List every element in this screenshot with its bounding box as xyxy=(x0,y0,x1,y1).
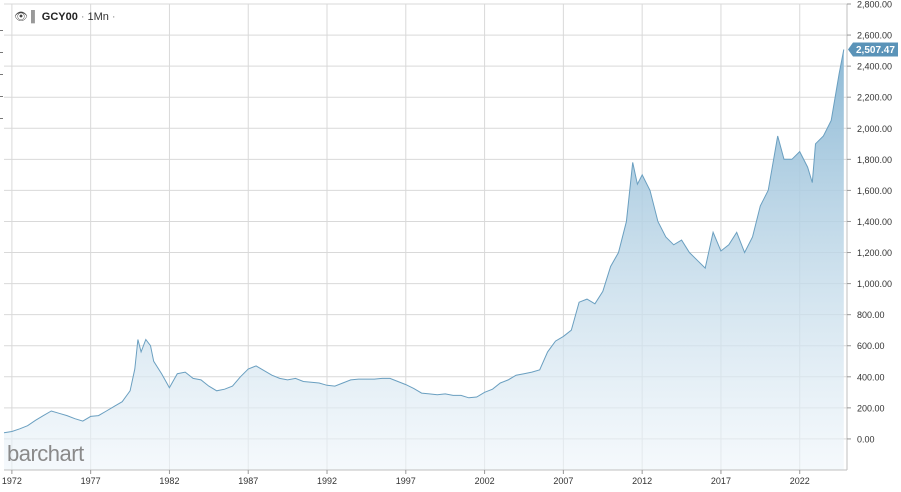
x-tick-label: 2017 xyxy=(711,476,731,486)
x-tick-label: 1977 xyxy=(81,476,101,486)
legend-period[interactable]: 1Mn xyxy=(87,10,109,23)
y-tick-label: 0.00 xyxy=(857,434,875,444)
y-tick-label: 1,600.00 xyxy=(857,186,892,196)
x-tick-label: 1982 xyxy=(159,476,179,486)
y-axis-ticks: 0.00 200.00 400.00 600.00 800.00 1,000.00 1,20… xyxy=(847,0,892,444)
eye-icon[interactable]: 👁 xyxy=(14,11,28,23)
y-tick-label: 400.00 xyxy=(857,372,885,382)
x-tick-label: 2022 xyxy=(790,476,810,486)
y-tick-label: 2,600.00 xyxy=(857,31,892,41)
barchart-logo: barchart xyxy=(7,441,84,466)
y-tick-label: 1,400.00 xyxy=(857,217,892,227)
x-tick-label: 2012 xyxy=(632,476,652,486)
y-tick-label: 1,800.00 xyxy=(857,155,892,165)
y-tick-label: 2,200.00 xyxy=(857,93,892,103)
price-line xyxy=(3,49,845,434)
x-tick-label: 1992 xyxy=(317,476,337,486)
x-tick-label: 2007 xyxy=(553,476,573,486)
legend-separator: ▌ xyxy=(30,10,39,23)
last-value-badge-shape xyxy=(848,42,898,57)
y-tick-label: 600.00 xyxy=(857,341,885,351)
x-tick-label: 2002 xyxy=(475,476,495,486)
legend-dot-2: · xyxy=(111,10,116,23)
last-value-label: 2,507.47 xyxy=(856,45,895,56)
y-tick-label: 1,200.00 xyxy=(857,248,892,258)
y-tick-label: 800.00 xyxy=(857,310,885,320)
y-tick-label: 1,000.00 xyxy=(857,279,892,289)
y-tick-label: 2,000.00 xyxy=(857,124,892,134)
x-tick-label: 1997 xyxy=(396,476,416,486)
legend: 👁 ▌ GCY00 · 1Mn · xyxy=(14,10,116,24)
legend-dot: · xyxy=(80,10,85,23)
y-tick-label: 2,400.00 xyxy=(857,62,892,72)
x-tick-label: 1987 xyxy=(238,476,258,486)
legend-symbol[interactable]: GCY00 xyxy=(41,10,78,23)
x-tick-label: 1972 xyxy=(2,476,22,486)
price-area xyxy=(4,49,844,470)
x-axis-ticks: 1972 1977 1982 1987 1992 1997 2002 2007 2012 2017… xyxy=(2,470,810,486)
left-edge-ticks xyxy=(0,30,4,140)
last-value-badge: 2,507.47 xyxy=(848,42,898,57)
y-tick-label: 200.00 xyxy=(857,403,885,413)
y-tick-label: 2,800.00 xyxy=(857,0,892,10)
